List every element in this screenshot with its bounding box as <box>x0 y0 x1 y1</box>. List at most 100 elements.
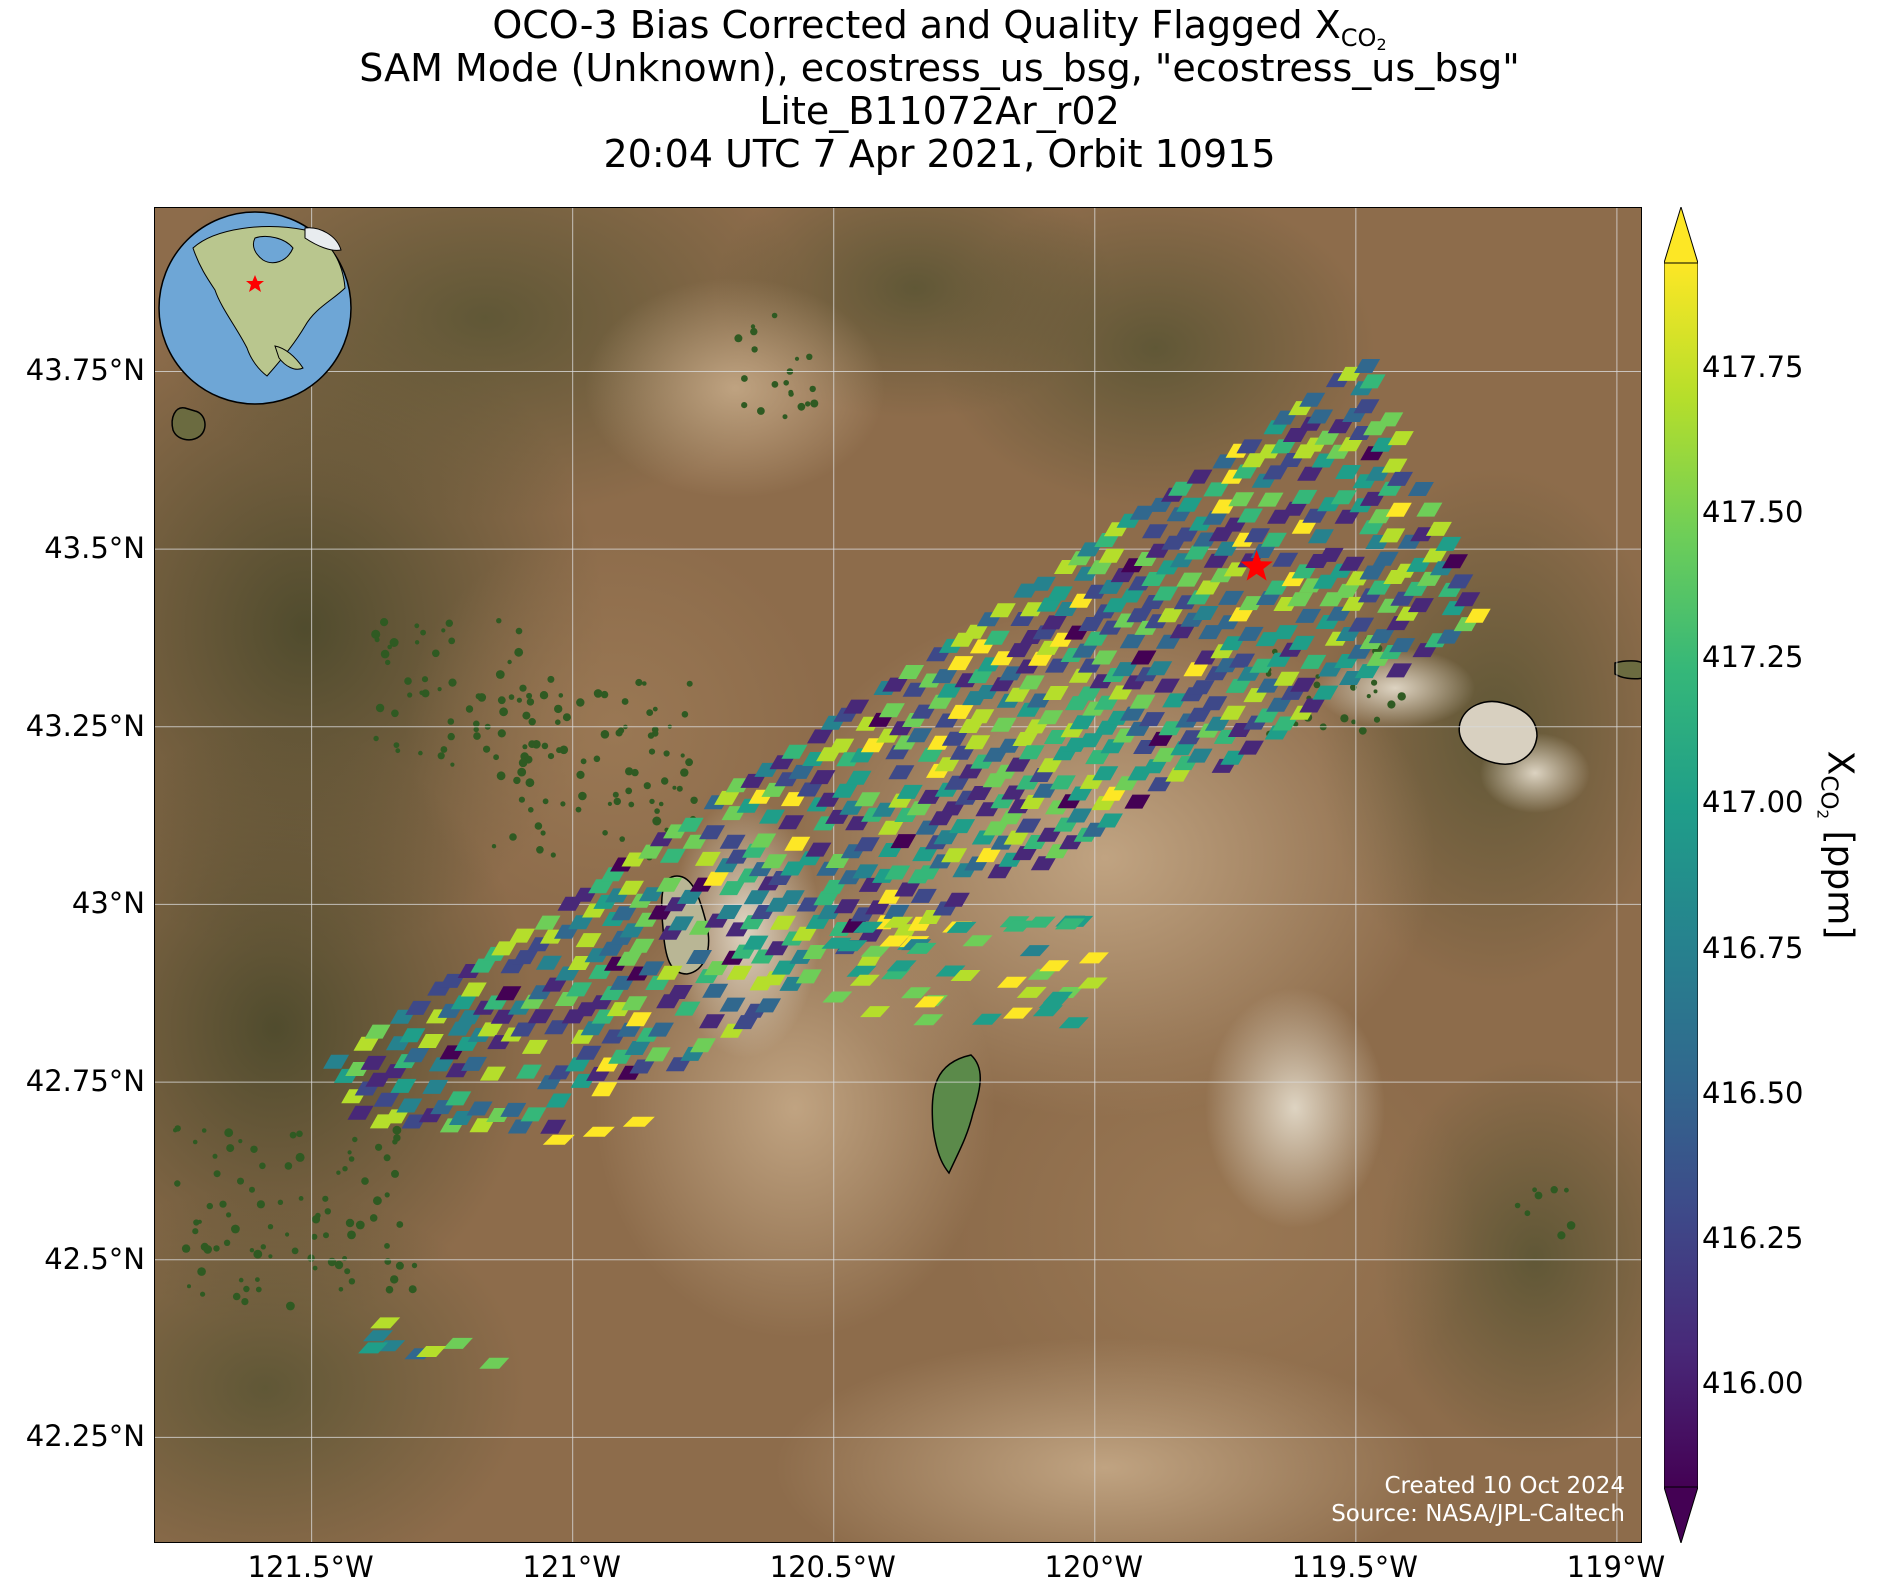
xco2-footprint <box>852 864 879 879</box>
field-dot <box>613 797 621 806</box>
xco2-footprint <box>912 847 939 862</box>
xco2-footprint <box>1282 428 1309 442</box>
field-dot <box>391 1169 399 1178</box>
xco2-footprint <box>403 1048 430 1063</box>
field-dot <box>231 1224 240 1234</box>
xco2-footprint <box>629 1059 656 1074</box>
xco2-footprint <box>998 810 1025 825</box>
colorbar-tick-label: 417.75 <box>1702 350 1804 385</box>
field-dot <box>224 1128 234 1138</box>
lake-1 <box>931 1054 981 1175</box>
xco2-footprint <box>761 971 788 986</box>
xco2-footprint <box>1297 466 1324 481</box>
field-dot <box>771 312 778 319</box>
colorbar-tick-label: 417.25 <box>1702 640 1804 675</box>
xco2-footprint <box>888 765 915 780</box>
xco2-footprint <box>1042 686 1069 700</box>
field-dot <box>192 1228 199 1235</box>
field-dot <box>373 1196 382 1206</box>
xco2-footprint <box>962 624 989 639</box>
xco2-footprint <box>461 1056 487 1071</box>
field-dot <box>421 676 429 683</box>
xco2-footprint <box>1272 716 1299 731</box>
xco2-footprint <box>416 1346 447 1357</box>
xco2-footprint <box>447 1021 474 1036</box>
xco2-footprint <box>1025 916 1056 928</box>
xco2-footprint <box>521 1039 548 1054</box>
xco2-footprint <box>832 783 858 798</box>
xco2-footprint <box>1417 571 1443 586</box>
field-dot <box>1566 1221 1576 1230</box>
xco2-footprint <box>1327 419 1354 434</box>
xco2-footprint <box>795 969 822 984</box>
xco2-footprint <box>1407 598 1434 613</box>
xco2-footprint <box>944 775 971 790</box>
xco2-footprint <box>1338 437 1364 452</box>
xco2-footprint <box>541 977 568 992</box>
xco2-footprint <box>677 889 703 904</box>
xco2-footprint <box>535 955 562 970</box>
xco2-footprint <box>843 699 870 714</box>
field-dot <box>575 806 582 813</box>
field-dot <box>238 1277 244 1283</box>
xco2-footprint <box>495 986 522 1001</box>
xco2-footprint <box>422 1079 449 1094</box>
field-dot <box>256 1200 265 1209</box>
xco2-footprint <box>1039 960 1070 972</box>
field-dot <box>241 1298 249 1306</box>
xco2-footprint <box>901 987 931 999</box>
xco2-footprint <box>1300 654 1327 669</box>
field-dot <box>528 740 536 748</box>
xco2-footprint <box>1368 509 1394 524</box>
xco2-footprint <box>1098 579 1125 594</box>
xco2-footprint <box>883 916 914 928</box>
field-dot <box>539 691 549 700</box>
field-dot <box>518 796 525 803</box>
xco2-footprint <box>520 1107 547 1122</box>
xco2-footprint <box>1218 590 1245 605</box>
field-dot <box>375 703 385 713</box>
xco2-footprint <box>659 848 686 863</box>
colorbar-label: XCO2 [ppm] <box>1813 750 1861 940</box>
xco2-footprint <box>1260 532 1287 547</box>
xco2-footprint <box>500 1102 527 1117</box>
xco2-footprint <box>1183 662 1210 677</box>
xco2-footprint <box>1012 846 1039 861</box>
xco2-footprint <box>822 991 853 1003</box>
field-dot <box>432 650 439 657</box>
xco2-footprint <box>770 915 796 930</box>
xco2-footprint <box>1381 458 1408 473</box>
xco2-footprint <box>791 926 818 941</box>
xco2-footprint <box>990 717 1017 732</box>
field-dot <box>528 718 536 726</box>
xco2-footprint <box>1228 492 1255 507</box>
field-dot <box>296 1130 303 1138</box>
field-dot <box>473 732 481 740</box>
xco2-footprint <box>542 1134 575 1145</box>
field-dot <box>404 677 412 685</box>
xco2-footprint <box>1389 638 1416 653</box>
xco2-footprint <box>1359 565 1386 580</box>
xco2-footprint <box>1266 697 1293 712</box>
field-dot <box>395 748 401 754</box>
field-dot <box>324 1208 331 1215</box>
field-dot <box>483 745 491 753</box>
xco2-footprint <box>702 983 729 998</box>
xco2-footprint <box>616 951 643 966</box>
globe-location-star <box>246 275 264 292</box>
field-dot <box>628 801 635 808</box>
xco2-footprint <box>405 1000 432 1015</box>
field-dot <box>385 659 391 666</box>
xco2-footprint <box>1169 624 1196 639</box>
map-title: OCO-3 Bias Corrected and Quality Flagged… <box>0 4 1879 176</box>
xco2-footprint <box>466 1101 493 1116</box>
xco2-footprint <box>1100 739 1127 754</box>
lon-tick-label: 119.5°W <box>1291 1550 1418 1584</box>
xco2-footprint <box>1078 617 1105 631</box>
xco2-footprint <box>1353 399 1380 414</box>
field-dot <box>497 696 506 705</box>
xco2-footprint <box>373 1092 400 1107</box>
xco2-footprint <box>1152 747 1179 762</box>
field-dot <box>336 1170 341 1175</box>
xco2-footprint <box>1236 508 1263 523</box>
